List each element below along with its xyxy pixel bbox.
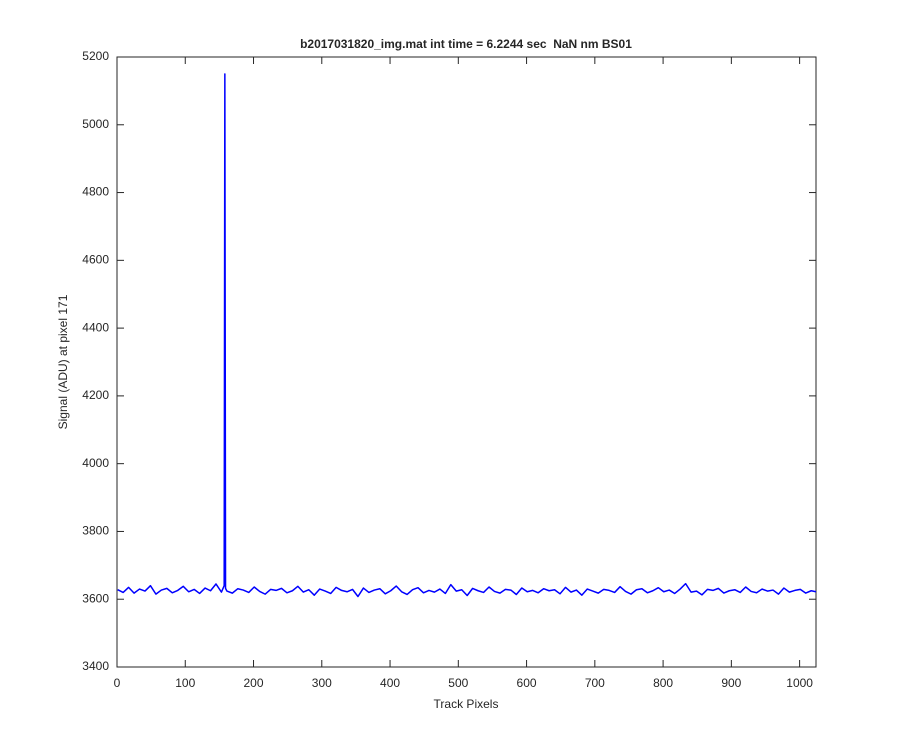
y-tick-label: 4000	[82, 456, 109, 470]
y-tick-label: 4600	[82, 253, 109, 267]
y-axis-label: Signal (ADU) at pixel 171	[56, 294, 70, 429]
x-tick-label: 800	[653, 676, 673, 690]
x-tick-label: 400	[380, 676, 400, 690]
axes-box	[116, 56, 817, 668]
x-tick-label: 0	[114, 676, 121, 690]
data-line	[117, 73, 817, 598]
x-tick-label: 1000	[786, 676, 813, 690]
y-tick-label: 4800	[82, 185, 109, 199]
x-axis-label: Track Pixels	[434, 697, 499, 711]
y-tick-label: 3400	[82, 659, 109, 673]
x-tick-label: 700	[585, 676, 605, 690]
y-tick-label: 5200	[82, 49, 109, 63]
x-tick-label: 600	[517, 676, 537, 690]
y-tick-label: 5000	[82, 117, 109, 131]
x-tick-label: 100	[175, 676, 195, 690]
chart-title: b2017031820_img.mat int time = 6.2244 se…	[300, 37, 632, 51]
x-tick-label: 900	[721, 676, 741, 690]
x-tick-label: 300	[312, 676, 332, 690]
y-tick-label: 4200	[82, 388, 109, 402]
y-tick-label: 4400	[82, 320, 109, 334]
x-tick-label: 500	[448, 676, 468, 690]
y-tick-label: 3600	[82, 591, 109, 605]
y-tick-label: 3800	[82, 524, 109, 538]
x-tick-label: 200	[244, 676, 264, 690]
